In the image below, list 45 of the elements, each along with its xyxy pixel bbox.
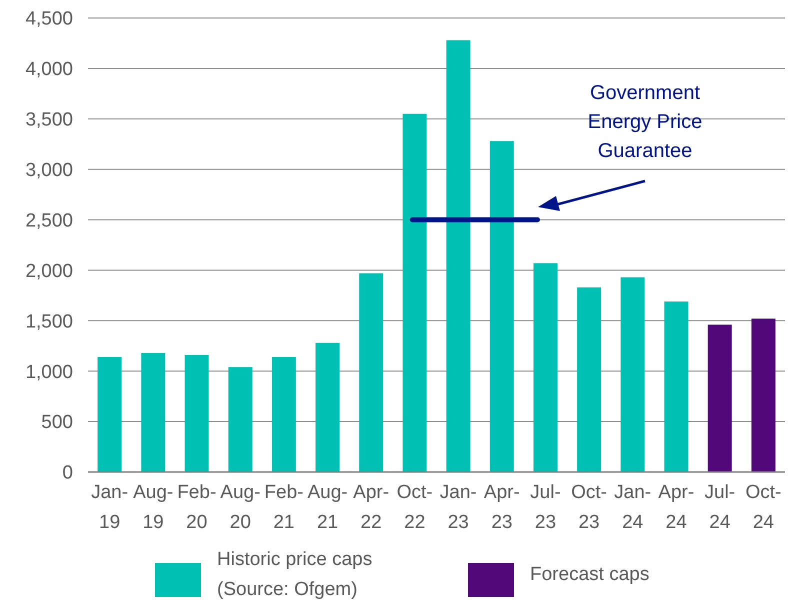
- y-tick-label: 3,000: [25, 160, 73, 181]
- x-tick-label: Jan-19: [91, 482, 128, 533]
- y-tick-label: 2,000: [25, 260, 73, 282]
- bar: [141, 352, 166, 472]
- x-tick-label: Jan-23: [440, 482, 477, 533]
- x-tick-label: Oct-22: [396, 482, 433, 533]
- bar: [446, 40, 470, 472]
- y-tick-label: 500: [41, 412, 73, 434]
- y-tick-label: 4,000: [25, 59, 73, 80]
- bar: [316, 342, 340, 472]
- bar: [359, 273, 384, 472]
- bar: [620, 277, 645, 472]
- x-tick-label: Apr-24: [658, 482, 694, 533]
- x-tick-label: Feb-21: [264, 482, 304, 533]
- y-tick-label: 1,000: [25, 362, 73, 383]
- bar: [272, 356, 296, 472]
- x-tick-label: Apr-22: [353, 482, 390, 533]
- bar: [490, 141, 514, 472]
- bar: [533, 263, 558, 472]
- x-tick-label: Oct-23: [571, 482, 608, 533]
- bar: [751, 318, 776, 472]
- bar: [228, 367, 252, 472]
- x-tick-label: Feb-20: [177, 482, 216, 533]
- bar: [98, 356, 122, 472]
- x-tick-label: Aug-20: [220, 482, 260, 533]
- x-tick-label: Aug-21: [307, 482, 348, 533]
- bar: [577, 287, 602, 472]
- bar: [708, 324, 732, 472]
- x-tick-label: Jan-24: [614, 482, 652, 533]
- x-tick-label: Jul-24: [704, 482, 736, 533]
- ref-line-label: Government Energy Price Guarantee: [588, 82, 702, 162]
- x-tick-label: Apr-23: [484, 482, 520, 533]
- x-tick-label: Oct-24: [745, 482, 782, 533]
- bar: [664, 302, 688, 472]
- legend-label: Historic price caps (Source: Ofgem): [217, 549, 372, 600]
- x-tick-label: Jul-23: [530, 482, 561, 533]
- y-tick-label: 0: [62, 462, 73, 484]
- y-tick-label: 4,500: [25, 8, 73, 30]
- y-tick-label: 1,500: [25, 311, 73, 332]
- y-tick-label: 3,500: [25, 110, 73, 131]
- bar: [184, 354, 209, 472]
- legend-label: Forecast caps: [530, 564, 650, 585]
- y-tick-label: 2,500: [25, 210, 73, 232]
- bar: [402, 114, 427, 472]
- x-tick-label: Aug-19: [133, 482, 174, 533]
